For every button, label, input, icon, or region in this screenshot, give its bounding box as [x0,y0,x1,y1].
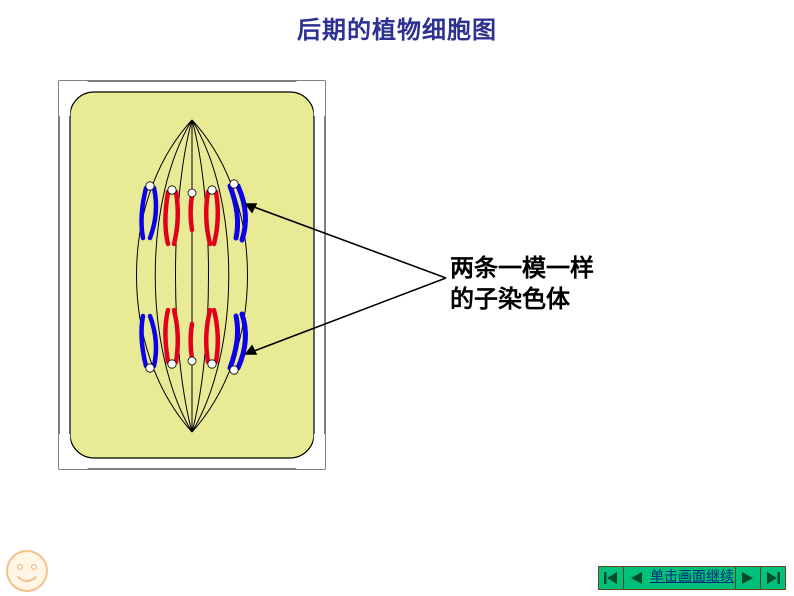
navbar: 单击画面继续 [599,566,786,590]
nav-prev-button[interactable] [623,566,649,590]
nav-continue-label[interactable]: 单击画面继续 [648,566,736,590]
nav-last-button[interactable] [760,566,786,590]
caption-line-2: 的子染色体 [450,285,594,316]
cell-diagram [58,80,326,470]
page-title: 后期的植物细胞图 [0,10,794,45]
caption: 两条一模一样 的子染色体 [450,254,594,316]
smiley-icon [4,548,50,594]
caption-line-1: 两条一模一样 [450,254,594,285]
slide: 后期的植物细胞图 [0,0,794,596]
nav-next-button[interactable] [735,566,761,590]
nav-first-button[interactable] [598,566,624,590]
